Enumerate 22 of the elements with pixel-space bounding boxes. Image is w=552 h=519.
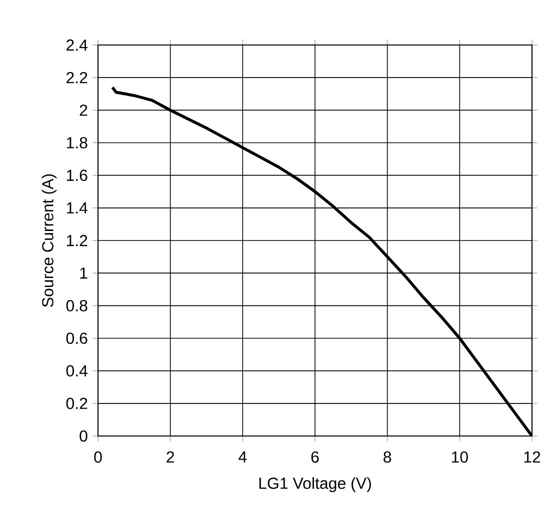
y-tick-label: 1.4 (66, 202, 88, 214)
y-tick-label: 1.8 (66, 137, 88, 148)
x-tick-label: 10 (452, 451, 468, 463)
y-tick-label: 1 (80, 268, 88, 279)
x-tick-label: 4 (238, 451, 247, 462)
y-tick-label: 2.4 (66, 39, 88, 51)
y-axis-title: Source Current (A) (42, 174, 57, 307)
y-tick-label: 2 (80, 104, 88, 116)
y-tick-label: 2.2 (66, 72, 88, 84)
y-tick-label: 0.2 (66, 398, 88, 410)
x-tick-label: 8 (384, 451, 392, 463)
y-tick-label: 0.6 (66, 332, 88, 344)
x-tick-label: 2 (166, 451, 174, 463)
y-tick-label: 0.4 (66, 365, 88, 376)
x-tick-label: 12 (524, 451, 540, 463)
x-tick-label: 0 (94, 451, 102, 463)
y-tick-label: 0.8 (66, 300, 88, 312)
x-tick-label: 6 (311, 451, 319, 463)
x-axis-title: LG1 Voltage (V) (259, 477, 371, 492)
y-tick-label: 1.6 (66, 170, 88, 181)
y-tick-label: 1.2 (66, 234, 88, 246)
y-tick-label: 0 (80, 430, 88, 442)
